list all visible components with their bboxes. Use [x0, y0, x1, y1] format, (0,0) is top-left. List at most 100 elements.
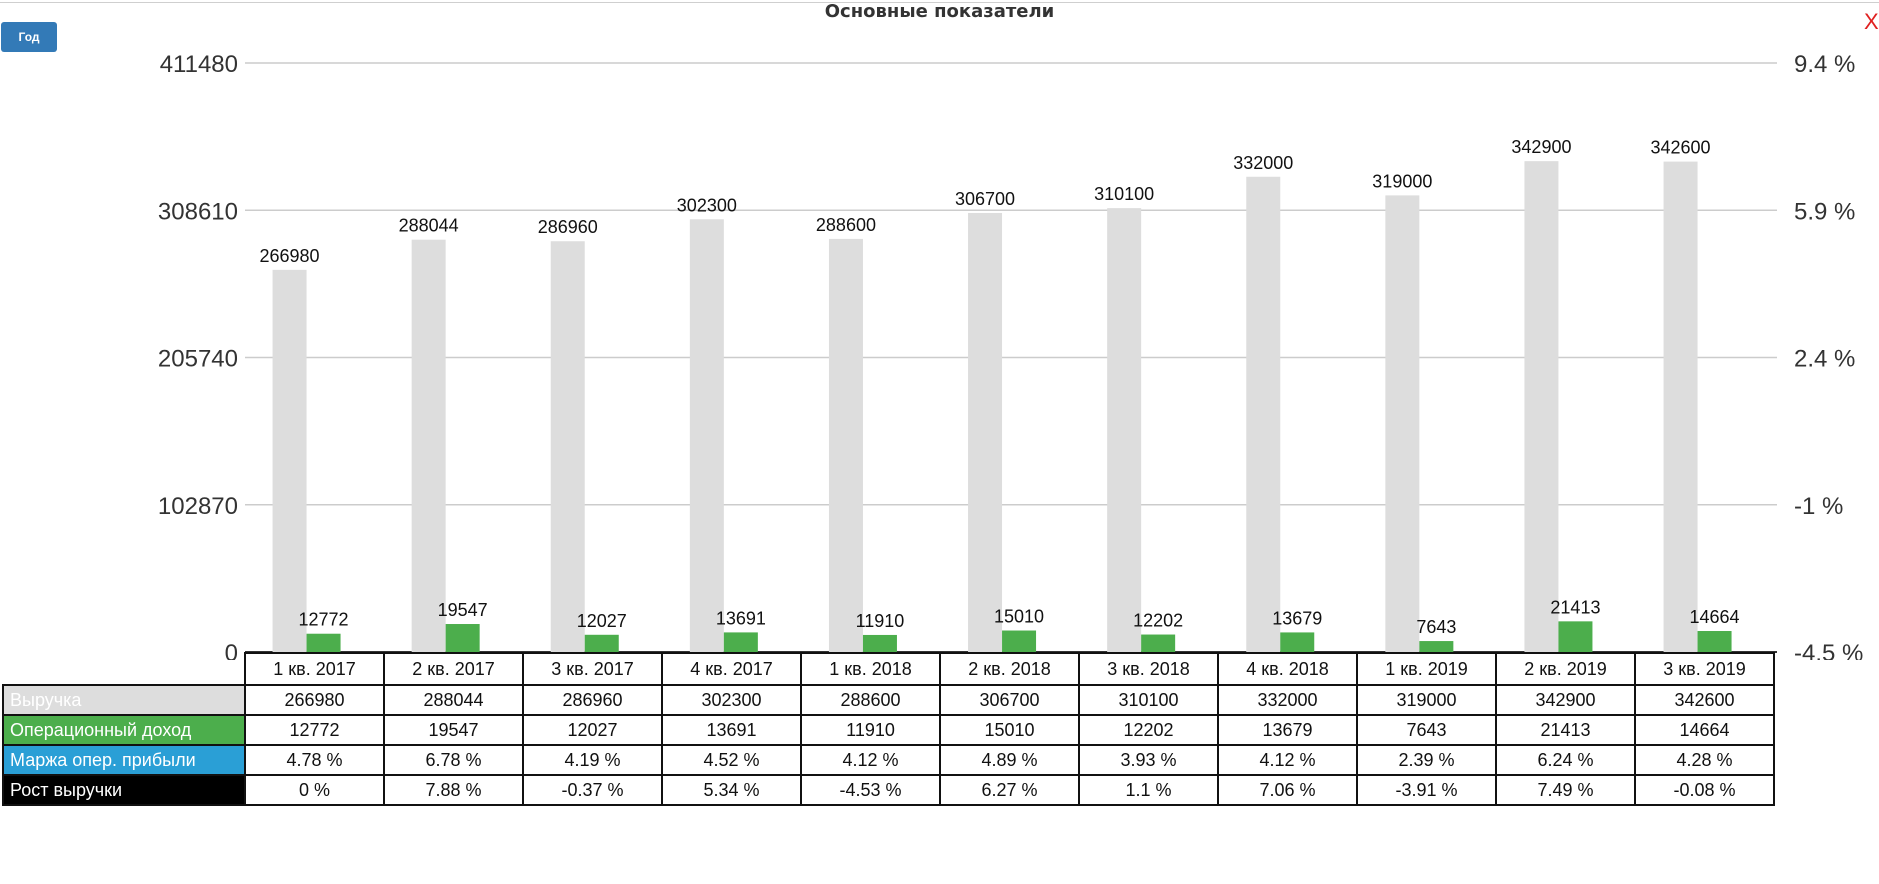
- table-row-label: Маржа опер. прибыли: [2, 744, 246, 776]
- table-cell: 21413: [1495, 714, 1636, 746]
- table-cell: 4.52 %: [661, 744, 802, 776]
- table-cell: 7643: [1356, 714, 1497, 746]
- table-cell: 4.12 %: [800, 744, 941, 776]
- right-axis-tick-label: -4.5 %: [1794, 640, 1863, 660]
- table-header-cell: 4 кв. 2018: [1217, 652, 1358, 686]
- table-cell: -0.08 %: [1634, 774, 1775, 806]
- table-header-cell: 1 кв. 2017: [244, 652, 385, 686]
- left-axis-tick-label: 411480: [160, 51, 238, 78]
- op-income-bar-label: 15010: [994, 607, 1044, 627]
- op-income-bar: [1141, 634, 1176, 652]
- table-cell: 19547: [383, 714, 524, 746]
- top-border-line: [0, 2, 1879, 3]
- op-income-bar: [584, 634, 619, 652]
- table-cell: 7.88 %: [383, 774, 524, 806]
- table-header-cell: 3 кв. 2019: [1634, 652, 1775, 686]
- table-cell: 288044: [383, 684, 524, 716]
- table-row: Рост выручки 0 % 7.88 % -0.37 % 5.34 % -4.53 …: [2, 774, 1775, 806]
- table-cell: 306700: [939, 684, 1080, 716]
- table-cell: 6.24 %: [1495, 744, 1636, 776]
- revenue-bar-label: 286960: [538, 217, 598, 237]
- op-income-bar-label: 13679: [1272, 608, 1322, 628]
- op-income-bar-label: 14664: [1690, 607, 1740, 627]
- table-cell: 5.34 %: [661, 774, 802, 806]
- revenue-bar: [1385, 195, 1420, 652]
- table-cell: 6.27 %: [939, 774, 1080, 806]
- revenue-bar-label: 310100: [1094, 184, 1154, 204]
- table-row: Выручка 266980 288044 286960 302300 288600 306…: [2, 684, 1775, 716]
- table-cell: 11910: [800, 714, 941, 746]
- right-axis-tick-label: 2.4 %: [1794, 346, 1855, 373]
- table-row: Маржа опер. прибыли 4.78 % 6.78 % 4.19 % 4.5…: [2, 744, 1775, 776]
- op-income-bar: [1280, 632, 1315, 652]
- table-cell: 13679: [1217, 714, 1358, 746]
- table-row-label: Выручка: [2, 684, 246, 716]
- table-cell: 4.12 %: [1217, 744, 1358, 776]
- data-table: 1 кв. 2017 2 кв. 2017 3 кв. 2017 4 кв. 2017…: [2, 652, 1775, 806]
- left-axis-tick-label: 102870: [158, 493, 238, 520]
- table-header-cell: 4 кв. 2017: [661, 652, 802, 686]
- table-cell: 15010: [939, 714, 1080, 746]
- table-cell: 3.93 %: [1078, 744, 1219, 776]
- period-year-button[interactable]: Год: [1, 22, 57, 52]
- left-axis-tick-label: 308610: [158, 198, 238, 225]
- table-cell: -0.37 %: [522, 774, 663, 806]
- table-cell: 302300: [661, 684, 802, 716]
- table-cell: 332000: [1217, 684, 1358, 716]
- table-cell: 4.78 %: [244, 744, 385, 776]
- op-income-bar-label: 11910: [856, 611, 905, 631]
- table-header-cell: 2 кв. 2019: [1495, 652, 1636, 686]
- close-icon[interactable]: X: [1864, 9, 1879, 34]
- table-cell: 310100: [1078, 684, 1219, 716]
- op-income-bar-label: 12027: [577, 611, 627, 631]
- revenue-bar: [550, 241, 585, 652]
- revenue-bar-label: 302300: [677, 195, 737, 215]
- revenue-bar-label: 306700: [955, 189, 1015, 209]
- op-income-bar-label: 13691: [716, 608, 766, 628]
- table-row: Операционный доход 12772 19547 12027 13691 11…: [2, 714, 1775, 746]
- table-cell: -4.53 %: [800, 774, 941, 806]
- table-cell: 288600: [800, 684, 941, 716]
- revenue-bar-label: 342900: [1511, 137, 1571, 157]
- chart-title: Основные показатели: [824, 1, 1055, 22]
- table-cell: 342600: [1634, 684, 1775, 716]
- right-axis-tick-label: -1 %: [1794, 493, 1843, 520]
- table-cell: 4.28 %: [1634, 744, 1775, 776]
- table-cell: 0 %: [244, 774, 385, 806]
- table-header-cell: 3 кв. 2017: [522, 652, 663, 686]
- revenue-bar-label: 332000: [1233, 153, 1293, 173]
- table-header-cell: 1 кв. 2018: [800, 652, 941, 686]
- op-income-bar-label: 12772: [299, 610, 349, 630]
- revenue-bar: [689, 219, 724, 653]
- table-cell: 6.78 %: [383, 744, 524, 776]
- op-income-bar-label: 12202: [1133, 611, 1183, 631]
- right-axis-tick-label: 9.4 %: [1794, 51, 1855, 78]
- table-header-cell: 1 кв. 2019: [1356, 652, 1497, 686]
- table-cell: 319000: [1356, 684, 1497, 716]
- revenue-bar: [1524, 161, 1559, 652]
- revenue-bar: [1663, 161, 1698, 653]
- revenue-bar-label: 266980: [260, 246, 320, 266]
- table-cell: 2.39 %: [1356, 744, 1497, 776]
- op-income-bar: [445, 624, 480, 652]
- table-cell: 4.19 %: [522, 744, 663, 776]
- table-cell: 1.1 %: [1078, 774, 1219, 806]
- op-income-bar: [306, 633, 341, 652]
- table-header-cell: 2 кв. 2017: [383, 652, 524, 686]
- revenue-bar: [1246, 176, 1281, 653]
- table-header-cell: 2 кв. 2018: [939, 652, 1080, 686]
- table-cell: 12202: [1078, 714, 1219, 746]
- revenue-bar: [411, 239, 446, 653]
- revenue-bar: [1107, 208, 1142, 652]
- right-axis-tick-label: 5.9 %: [1794, 198, 1855, 225]
- table-header-cell: 3 кв. 2018: [1078, 652, 1219, 686]
- revenue-bar-label: 288600: [816, 215, 876, 235]
- left-axis-tick-label: 0: [225, 640, 238, 660]
- op-income-bar: [1697, 631, 1732, 652]
- table-cell: 12027: [522, 714, 663, 746]
- table-cell: 7.06 %: [1217, 774, 1358, 806]
- table-cell: 286960: [522, 684, 663, 716]
- left-axis-tick-label: 205740: [158, 346, 238, 373]
- op-income-bar-label: 19547: [438, 600, 488, 620]
- op-income-bar: [1002, 630, 1037, 652]
